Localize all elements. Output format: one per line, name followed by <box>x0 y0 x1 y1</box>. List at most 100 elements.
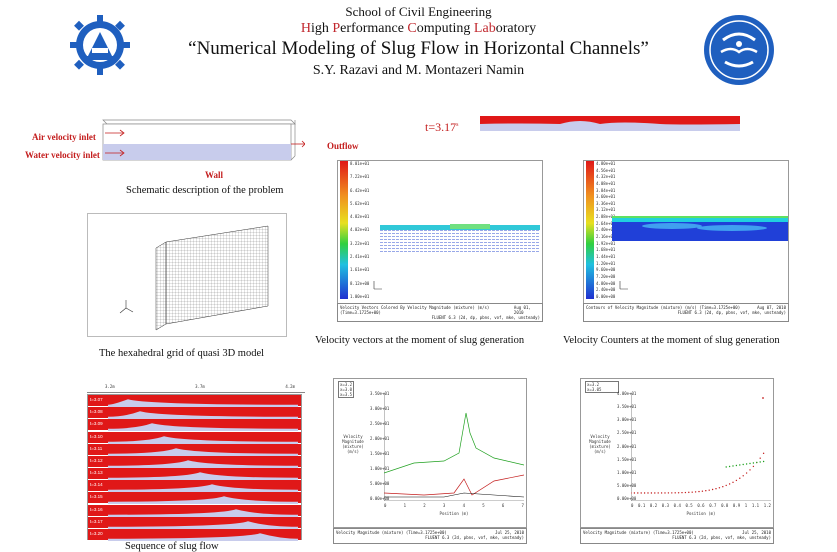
slug-snapshot <box>480 116 740 131</box>
scale-label: 1.00e+01 <box>350 293 370 299</box>
plot2-point <box>722 485 724 488</box>
plot1-ylabel: Velocity Magnitude (mixture) (m/s) <box>342 434 364 454</box>
plot2-point <box>640 492 642 494</box>
sequence-frame: t=3.10 <box>88 431 301 444</box>
plot2-xticks: 0 0.1 0.2 0.3 0.4 0.5 0.6 0.7 0.8 0.9 1 1.1 1.2 <box>631 503 771 508</box>
grid-figure <box>87 213 287 337</box>
grid-caption: The hexahedral grid of quasi 3D model <box>99 348 265 359</box>
contours-scale-labels: 4.80e+01 4.56e+01 4.32e+01 4.08e+01 3.84e+01… <box>596 161 626 299</box>
poster-title: “Numerical Modeling of Slug Flow in Hori… <box>188 38 649 59</box>
plot2-point <box>643 492 646 494</box>
sequence-time-label: t=3.10 <box>90 433 103 439</box>
sequence-time-label: t=3.16 <box>90 506 103 512</box>
scale-label: 0.00e+00 <box>596 293 616 299</box>
water-surface <box>108 460 298 468</box>
plot1-yticks: 3.50e+01 3.00e+01 2.50e+01 2.00e+01 1.50e+01… <box>370 391 390 501</box>
plot2-point <box>671 492 673 494</box>
x-tick: 0.9 <box>732 503 741 508</box>
plot2-point <box>631 492 632 494</box>
water-surface <box>108 435 298 444</box>
plot2-point <box>664 492 666 494</box>
sequence-time-label: t=3.17 <box>90 518 103 524</box>
lab-name-part: oratory <box>495 21 537 36</box>
plot2-point <box>749 462 751 465</box>
time-label: t=3.17s <box>425 120 459 134</box>
scale-label: 1.44e+01 <box>596 253 616 259</box>
plot2-point <box>742 463 744 466</box>
faculty-logo <box>70 15 130 75</box>
plot2-point <box>759 457 761 459</box>
scale-label: 2.16e+01 <box>596 234 616 240</box>
axis-tick: 4.2m <box>285 384 295 389</box>
x-tick: 0.6 <box>697 503 705 508</box>
y-tick: 1.50e+01 <box>370 451 390 456</box>
vectors-scale-labels: 8.01e+01 7.22e+01 6.42e+01 5.62e+01 4.82e+01… <box>350 161 380 299</box>
scale-label: 2.88e+01 <box>596 214 616 220</box>
water-surface <box>108 447 298 456</box>
lab-name-part: erformance <box>340 21 408 36</box>
schematic-diagram <box>102 119 305 161</box>
lab-name-part: Lab <box>473 21 496 36</box>
scale-label: 3.36e+01 <box>596 200 616 206</box>
scale-label: 9.60e+00 <box>596 267 616 273</box>
plot2-footer: Velocity Magnitude (mixture) (Time=3.172… <box>580 528 774 544</box>
axis-triad-icon <box>373 281 382 290</box>
y-tick: 1.50e+01 <box>617 456 637 462</box>
plot2-point <box>637 492 639 494</box>
plot2-point <box>681 491 683 494</box>
plot2-point <box>732 481 734 484</box>
scale-label: 6.42e+01 <box>350 187 370 193</box>
y-tick: 3.00e+01 <box>617 417 637 423</box>
x-tick: 1 <box>744 503 748 508</box>
plot2-point <box>667 492 670 494</box>
scale-label: 4.82e+01 <box>350 214 370 220</box>
y-tick: 0.00e+00 <box>370 496 390 501</box>
plot1-series-green <box>384 412 524 474</box>
water-surface <box>108 399 298 408</box>
sequence-frame: t=3.15 <box>88 492 301 505</box>
y-tick: 5.00e+00 <box>370 481 390 486</box>
axis-tick: 3.7m <box>195 384 205 389</box>
sequence-frame: t=3.13 <box>88 468 301 481</box>
lab-name-part: C <box>407 21 417 36</box>
plot2-point <box>684 491 687 494</box>
plot2-xlabel: Position (m) <box>686 511 716 516</box>
scale-label: 1.68e+01 <box>596 247 616 253</box>
y-tick: 2.50e+01 <box>370 421 390 426</box>
hexahedral-grid <box>119 225 269 331</box>
scale-label: 4.56e+01 <box>596 167 616 173</box>
x-tick: 0.4 <box>673 503 681 508</box>
scale-label: 4.80e+00 <box>596 280 616 286</box>
plot2-point <box>752 465 755 468</box>
y-tick: 2.00e+01 <box>617 443 637 449</box>
water-surface <box>108 496 298 505</box>
x-tick: 2 <box>423 503 426 508</box>
plot2-point <box>742 475 744 477</box>
sequence-time-label: t=3.13 <box>90 470 103 475</box>
x-tick: 4 <box>462 503 465 508</box>
plot2-point <box>711 488 714 491</box>
scale-label: 1.61e+01 <box>350 267 370 273</box>
water-surface <box>108 533 298 541</box>
sequence-time-label: t=3.11 <box>90 445 103 451</box>
scale-label: 4.02e+01 <box>350 227 370 233</box>
water-inlet-label: Water velocity inlet <box>25 150 100 160</box>
vectors-field <box>380 224 540 253</box>
plot2-point <box>745 472 748 474</box>
plot1-footer: Velocity Magnitude (mixture) (Time=3.172… <box>333 528 527 544</box>
x-tick: 7 <box>521 503 524 508</box>
plot1-series-black <box>384 492 524 498</box>
plot2-point <box>701 490 704 492</box>
sequence-time-label: t=3.09 <box>90 421 103 427</box>
sequence-frame: t=3.14 <box>88 480 301 493</box>
plot2-point <box>762 397 764 399</box>
plot2-point <box>688 491 690 494</box>
lab-name: High Performance Computing Laboratory <box>0 21 837 37</box>
scale-label: 4.80e+01 <box>596 161 616 166</box>
lab-name-part: igh <box>310 21 333 36</box>
x-tick: 5 <box>482 503 485 508</box>
plot2-point <box>654 492 656 494</box>
authors: S.Y. Razavi and M. Montazeri Namin <box>312 63 525 78</box>
schematic-caption: Schematic description of the problem <box>126 185 284 196</box>
x-tick: 1.2 <box>763 503 771 508</box>
